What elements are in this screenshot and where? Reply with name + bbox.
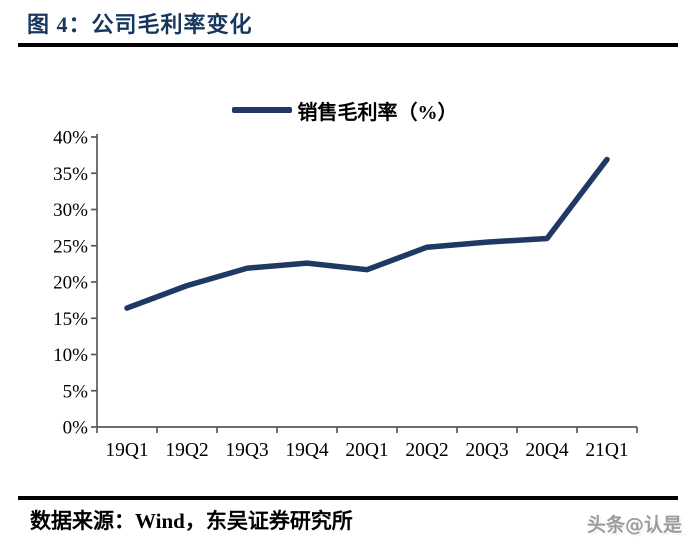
x-tick-label: 19Q4 (285, 440, 329, 461)
y-tick-label: 20% (53, 273, 88, 294)
y-tick-label: 0% (63, 418, 89, 439)
x-tick-label: 20Q1 (345, 440, 388, 461)
x-tick-label: 19Q3 (225, 440, 268, 461)
y-tick-label: 35% (53, 164, 88, 185)
y-tick-label: 40% (53, 128, 88, 149)
watermark: 头条@认是 (586, 514, 682, 536)
x-tick-label: 19Q2 (165, 440, 208, 461)
y-tick-label: 15% (53, 309, 88, 330)
legend-label: 销售毛利率（%） (297, 101, 458, 124)
data-source: 数据来源：Wind，东吴证券研究所 (30, 509, 353, 533)
gross-margin-series-line (124, 156, 610, 311)
x-tick-label: 19Q1 (105, 440, 148, 461)
bottom-divider (18, 496, 678, 500)
chart-legend: 销售毛利率（%） (0, 96, 689, 124)
x-tick-label: 21Q1 (585, 440, 628, 461)
y-tick-label: 5% (63, 381, 89, 402)
top-divider (18, 43, 678, 47)
y-tick-label: 10% (53, 345, 88, 366)
y-tick-label: 30% (53, 200, 88, 221)
x-tick-label: 20Q4 (525, 440, 569, 461)
legend-line-swatch (231, 107, 292, 113)
x-tick-label: 20Q3 (465, 440, 508, 461)
figure-title: 图 4：公司毛利率变化 (27, 12, 253, 37)
x-tick-label: 20Q2 (405, 440, 448, 461)
y-tick-label: 25% (53, 236, 88, 257)
